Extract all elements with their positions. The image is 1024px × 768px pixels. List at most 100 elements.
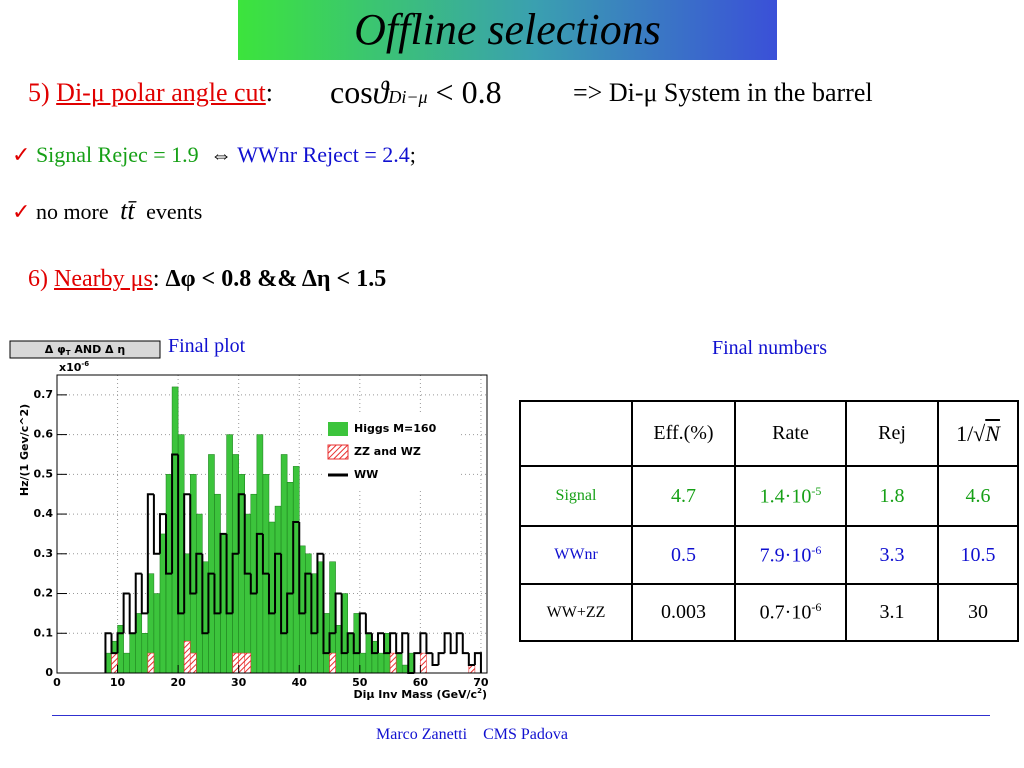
multiplier: x10-6 — [59, 360, 89, 374]
hist-step — [389, 632, 397, 654]
hist-step — [376, 632, 385, 654]
legend-label: WW — [354, 468, 378, 481]
header-var: N — [985, 420, 1000, 446]
table-row: WW+ZZ 0.003 0.7·10-6 3.1 30 — [519, 583, 1019, 642]
hist-step — [425, 633, 433, 655]
cut-name: Nearby μs — [54, 266, 153, 292]
hist-step — [286, 592, 294, 634]
hist-bar — [141, 633, 149, 674]
hist-step — [249, 573, 257, 595]
cell: 1.4·10-5 — [734, 465, 847, 527]
x-tick-label: 50 — [352, 676, 368, 689]
table-row: WWnr 0.5 7.9·10-6 3.3 10.5 — [519, 525, 1019, 585]
x-tick-label: 0 — [53, 676, 61, 689]
title-part: T — [66, 349, 71, 357]
row-label: WWnr — [519, 525, 633, 585]
place: CMS Padova — [483, 726, 568, 743]
hist-step — [165, 514, 173, 575]
header-cell: Eff.(%) — [631, 400, 736, 467]
hist-step — [128, 593, 136, 635]
hist-step — [364, 613, 372, 635]
check-icon: ✓ — [12, 143, 31, 168]
x-label-part: ) — [482, 688, 487, 701]
signal-reject: Signal Rejec = 1.9 — [35, 142, 199, 167]
events: events — [146, 199, 203, 224]
hist-step — [122, 592, 130, 634]
hist-step — [237, 493, 245, 554]
cell: 0.7·10-6 — [734, 583, 847, 642]
wwnr-reject: WWnr Reject = 2.4 — [237, 142, 410, 167]
hist-bar — [208, 454, 215, 674]
hist-step — [461, 633, 469, 655]
hist-bar — [111, 652, 118, 674]
row-label: WW+ZZ — [519, 583, 633, 642]
hist-step — [316, 552, 324, 634]
x-tick-label: 30 — [231, 676, 247, 689]
hist-step — [370, 633, 378, 655]
x-axis-label: Diμ Inv Mass (GeV/c2) — [353, 687, 487, 701]
legend-label: Higgs M=160 — [354, 422, 437, 435]
plot-border — [56, 374, 488, 674]
y-tick-label: 0.4 — [34, 507, 54, 520]
cut-6: 6) Nearby μs: Δφ < 0.8 && Δη < 1.5 — [28, 266, 386, 293]
cut-number: 5) — [28, 78, 50, 107]
cell: 0.5 — [631, 525, 736, 585]
theta: ϑ — [372, 74, 389, 110]
equiv: ⇔ — [210, 142, 233, 167]
plot-title-box — [9, 340, 161, 359]
hist-step — [467, 653, 475, 667]
check-1: ✓ Signal Rejec = 1.9 ⇔ WWnr Reject = 2.4… — [12, 142, 416, 168]
hist-bar — [232, 652, 239, 674]
cut-formula: Δφ < 0.8 && Δη < 1.5 — [165, 266, 387, 292]
ttbar: tt̄ — [120, 196, 135, 225]
subscript: Di−μ — [388, 87, 428, 107]
rate-exp: -6 — [811, 600, 822, 615]
hist-step — [195, 552, 203, 594]
x-tick-label: 60 — [413, 676, 429, 689]
caption-plot: Final plot — [168, 335, 246, 357]
hist-step — [177, 454, 185, 615]
hist-bar — [183, 640, 191, 674]
hist-step — [171, 453, 179, 574]
table-row: Signal 4.7 1.4·10-5 1.8 4.6 — [519, 465, 1019, 527]
hist-step — [243, 494, 251, 575]
hist-step — [189, 494, 197, 595]
rate-base: 1.4·10 — [759, 485, 812, 508]
title-part: Δ φ — [45, 343, 66, 356]
hist-step — [261, 533, 269, 575]
hist-bar — [359, 652, 367, 674]
x-tick-label: 70 — [473, 676, 489, 689]
hist-step — [219, 532, 227, 614]
legend-label: ZZ and WZ — [354, 445, 421, 458]
semicolon: ; — [409, 142, 416, 167]
cell: 4.6 — [937, 465, 1019, 527]
hist-step — [455, 632, 463, 654]
hist-step — [298, 522, 306, 615]
hist-step — [231, 552, 239, 614]
hist-step — [340, 593, 348, 655]
hist-step — [146, 493, 154, 614]
hist-step — [443, 632, 451, 654]
hist-step — [383, 633, 391, 655]
hist-step — [449, 633, 457, 655]
legend-swatch — [327, 444, 349, 460]
row-label: Signal — [519, 465, 633, 527]
hist-step — [140, 573, 148, 615]
hist-step — [225, 533, 233, 615]
hist-step — [473, 652, 482, 673]
hist-step — [352, 633, 360, 655]
y-tick-label: 0.2 — [34, 587, 54, 600]
hist-step — [431, 653, 439, 667]
author: Marco Zanetti — [376, 726, 468, 743]
hist-step — [152, 494, 160, 555]
cell: 1.8 — [845, 465, 939, 527]
hist-bar — [468, 664, 476, 674]
hist-step — [158, 513, 167, 554]
hist-step — [395, 633, 403, 655]
hist-bar — [129, 633, 136, 674]
formula: cosϑDi−μ < 0.8 — [330, 74, 502, 111]
hist-step — [358, 612, 366, 654]
colon: : — [265, 78, 273, 107]
hist-bar — [189, 652, 197, 674]
